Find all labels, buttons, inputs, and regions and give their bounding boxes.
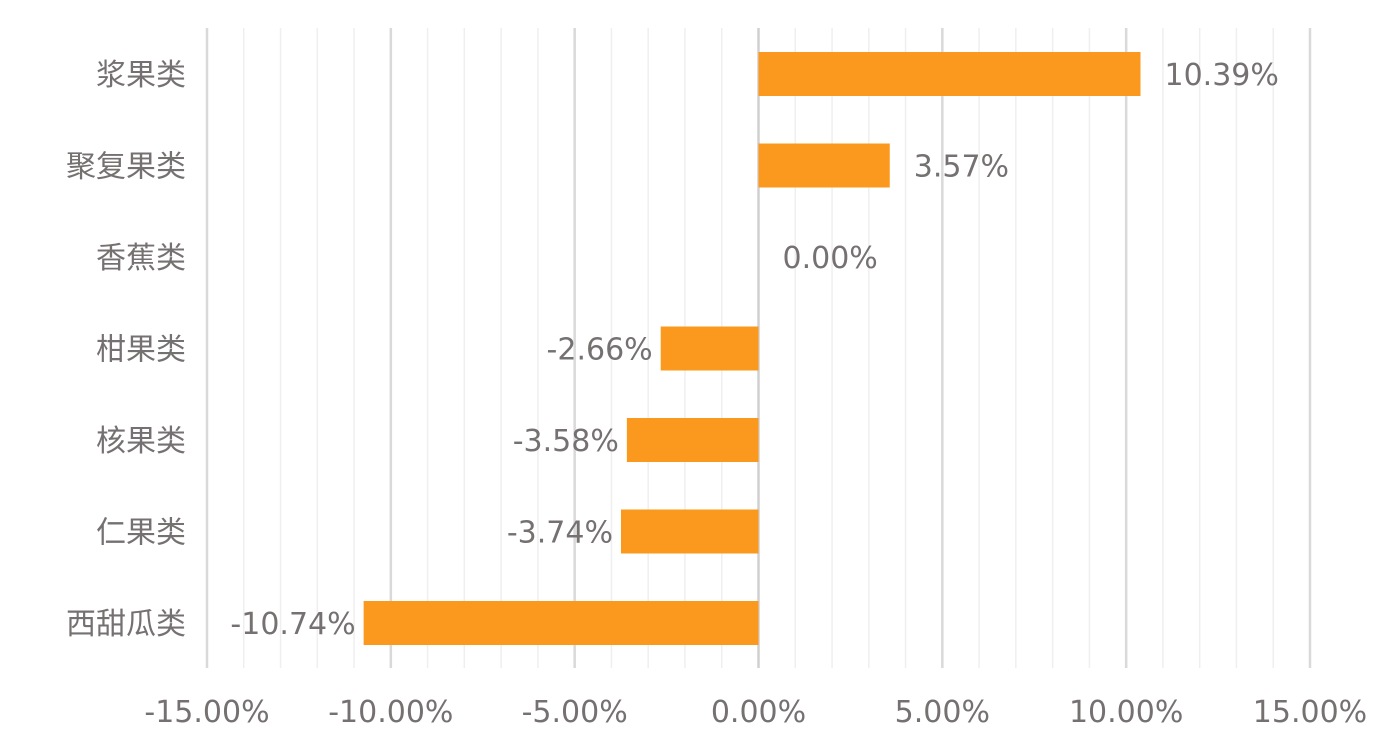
x-tick-label: -10.00% (328, 695, 453, 730)
x-tick-label: 5.00% (895, 695, 990, 730)
bars (363, 52, 1141, 645)
category-label: 浆果类 (96, 58, 186, 93)
bar (758, 52, 1141, 96)
x-tick-label: 10.00% (1069, 695, 1183, 730)
grid (205, 28, 1312, 668)
bar (660, 326, 759, 371)
data-label: -10.74% (230, 607, 355, 642)
data-label: 3.57% (914, 150, 1009, 185)
category-label: 香蕉类 (96, 241, 186, 276)
x-tick-labels: -15.00% -10.00% -5.00% 0.00% 5.00% 10.00% 15.0… (144, 695, 1367, 730)
x-tick-label: -15.00% (144, 695, 269, 730)
bar (626, 418, 759, 462)
bar (363, 601, 759, 645)
data-label: -2.66% (547, 333, 653, 368)
data-label: 0.00% (783, 241, 878, 276)
category-label: 柑果类 (96, 333, 186, 368)
category-label: 西甜瓜类 (66, 607, 186, 642)
x-tick-label: 0.00% (711, 695, 806, 730)
category-label: 仁果类 (96, 516, 186, 551)
category-label: 核果类 (96, 424, 186, 459)
bar (758, 143, 890, 188)
x-tick-label: -5.00% (522, 695, 628, 730)
data-label: 10.39% (1165, 58, 1279, 93)
data-labels: 10.39% 3.57% 0.00% -2.66% -3.58% -3.74% -10.74… (230, 58, 1278, 642)
bar (620, 509, 759, 554)
category-label: 聚复果类 (66, 150, 186, 185)
data-label: -3.58% (513, 424, 619, 459)
data-label: -3.74% (507, 516, 613, 551)
x-tick-label: 15.00% (1253, 695, 1367, 730)
